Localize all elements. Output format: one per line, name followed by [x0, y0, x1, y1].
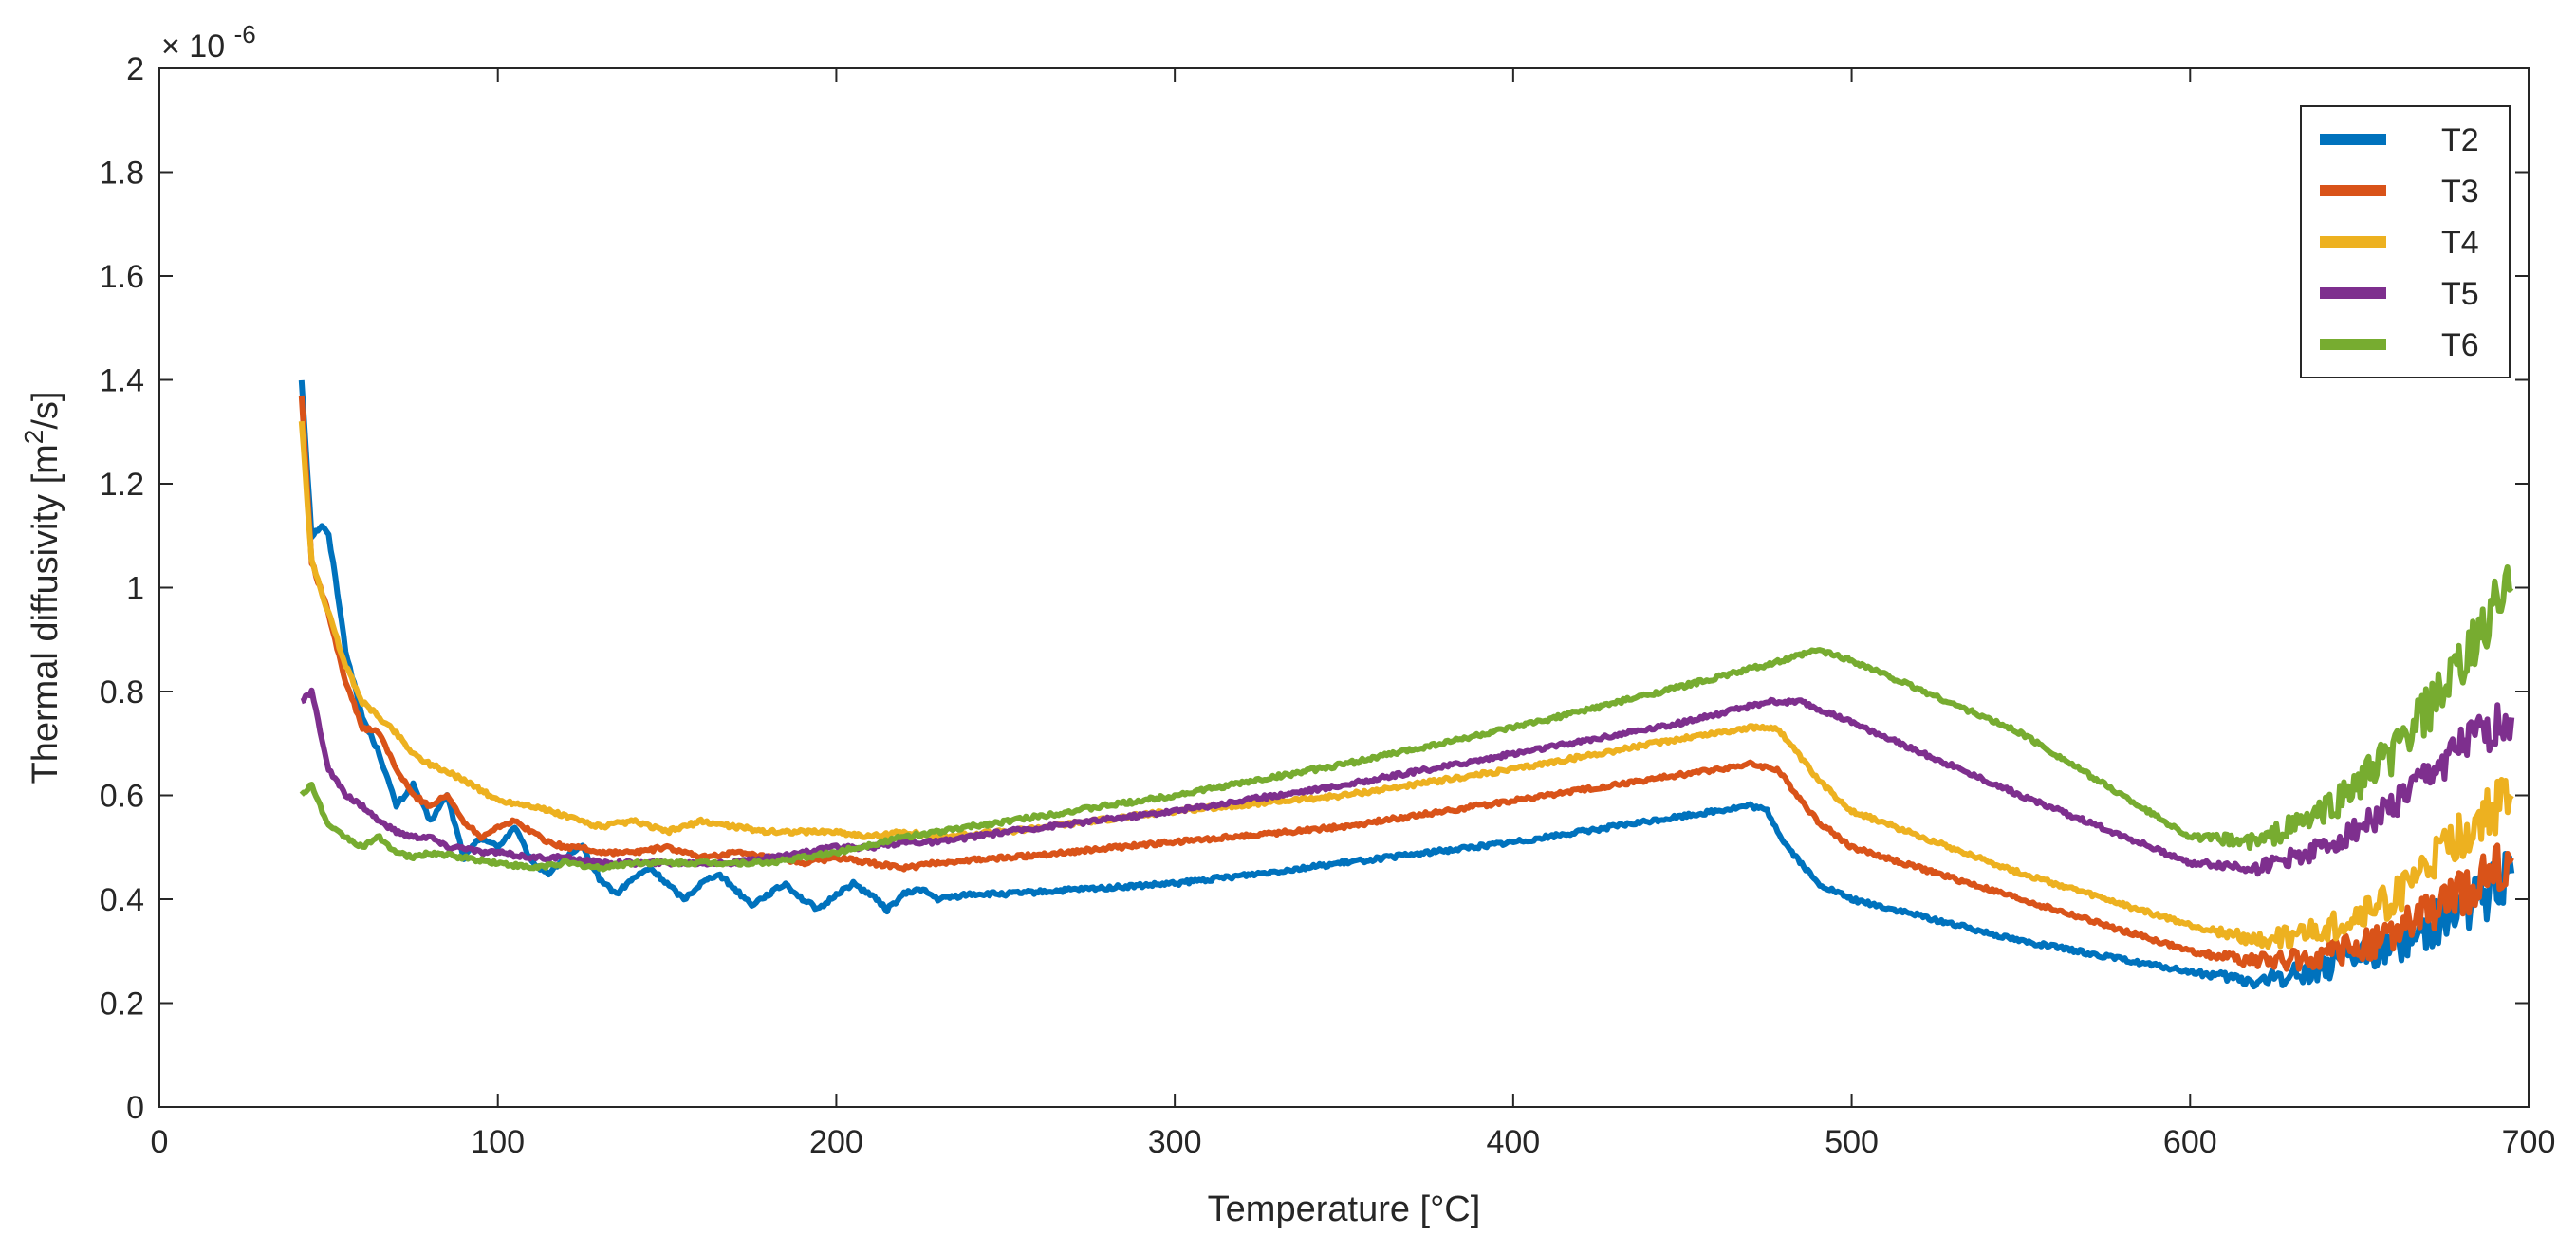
y-tick-label: 0.2 [100, 987, 144, 1023]
x-tick-label: 100 [471, 1124, 525, 1160]
legend-label-t3: T3 [2441, 174, 2479, 210]
legend-label-t5: T5 [2441, 276, 2479, 312]
y-tick-label: 1.4 [100, 363, 144, 399]
y-axis-title-sup: 2 [19, 430, 48, 445]
y-tick-label: 1.8 [100, 156, 144, 192]
y-axis-title-prefix: Thermal diffusivity [m [26, 444, 65, 784]
x-axis-ticks: 0 100 200 300 400 500 600 700 [151, 68, 2556, 1160]
x-tick-label: 700 [2502, 1124, 2556, 1160]
plot-area [159, 68, 2529, 1107]
series-line-t6 [299, 564, 2514, 873]
series-group [298, 379, 2515, 990]
x-tick-label: 600 [2163, 1124, 2217, 1160]
y-axis-title-suffix: /s] [26, 392, 65, 430]
x-tick-label: 200 [809, 1124, 863, 1160]
legend: T2 T3 T4 T5 T6 [2300, 105, 2511, 378]
series-line-t4 [298, 420, 2514, 950]
y-tick-label: 2 [126, 51, 144, 87]
y-tick-label: 0.6 [100, 779, 144, 815]
legend-label-t6: T6 [2441, 327, 2479, 363]
y-tick-label: 1 [126, 571, 144, 607]
y-axis-ticks: 0 0.2 0.4 0.6 0.8 1 1.2 1.4 1.6 1.8 2 [100, 51, 2529, 1126]
y-tick-label: 1.2 [100, 467, 144, 503]
x-tick-label: 500 [1825, 1124, 1879, 1160]
legend-label-t2: T2 [2441, 122, 2479, 158]
x-tick-label: 300 [1148, 1124, 1202, 1160]
y-tick-label: 0.4 [100, 882, 144, 918]
y-axis-exponent: × 10 -6 [161, 20, 256, 65]
series-line-t2 [298, 379, 2515, 990]
y-exponent-power: -6 [234, 20, 256, 48]
series-line-t3 [298, 395, 2514, 972]
y-tick-label: 0.8 [100, 674, 144, 710]
x-axis-title: Temperature [°C] [1208, 1189, 1481, 1229]
x-tick-label: 0 [151, 1124, 169, 1160]
x-tick-label: 400 [1486, 1124, 1540, 1160]
legend-label-t4: T4 [2441, 225, 2479, 261]
y-tick-label: 1.6 [100, 259, 144, 295]
y-axis-title: Thermal diffusivity [m2/s] [19, 392, 66, 784]
y-tick-label: 0 [126, 1090, 144, 1126]
y-exponent-base: × 10 [161, 28, 225, 65]
